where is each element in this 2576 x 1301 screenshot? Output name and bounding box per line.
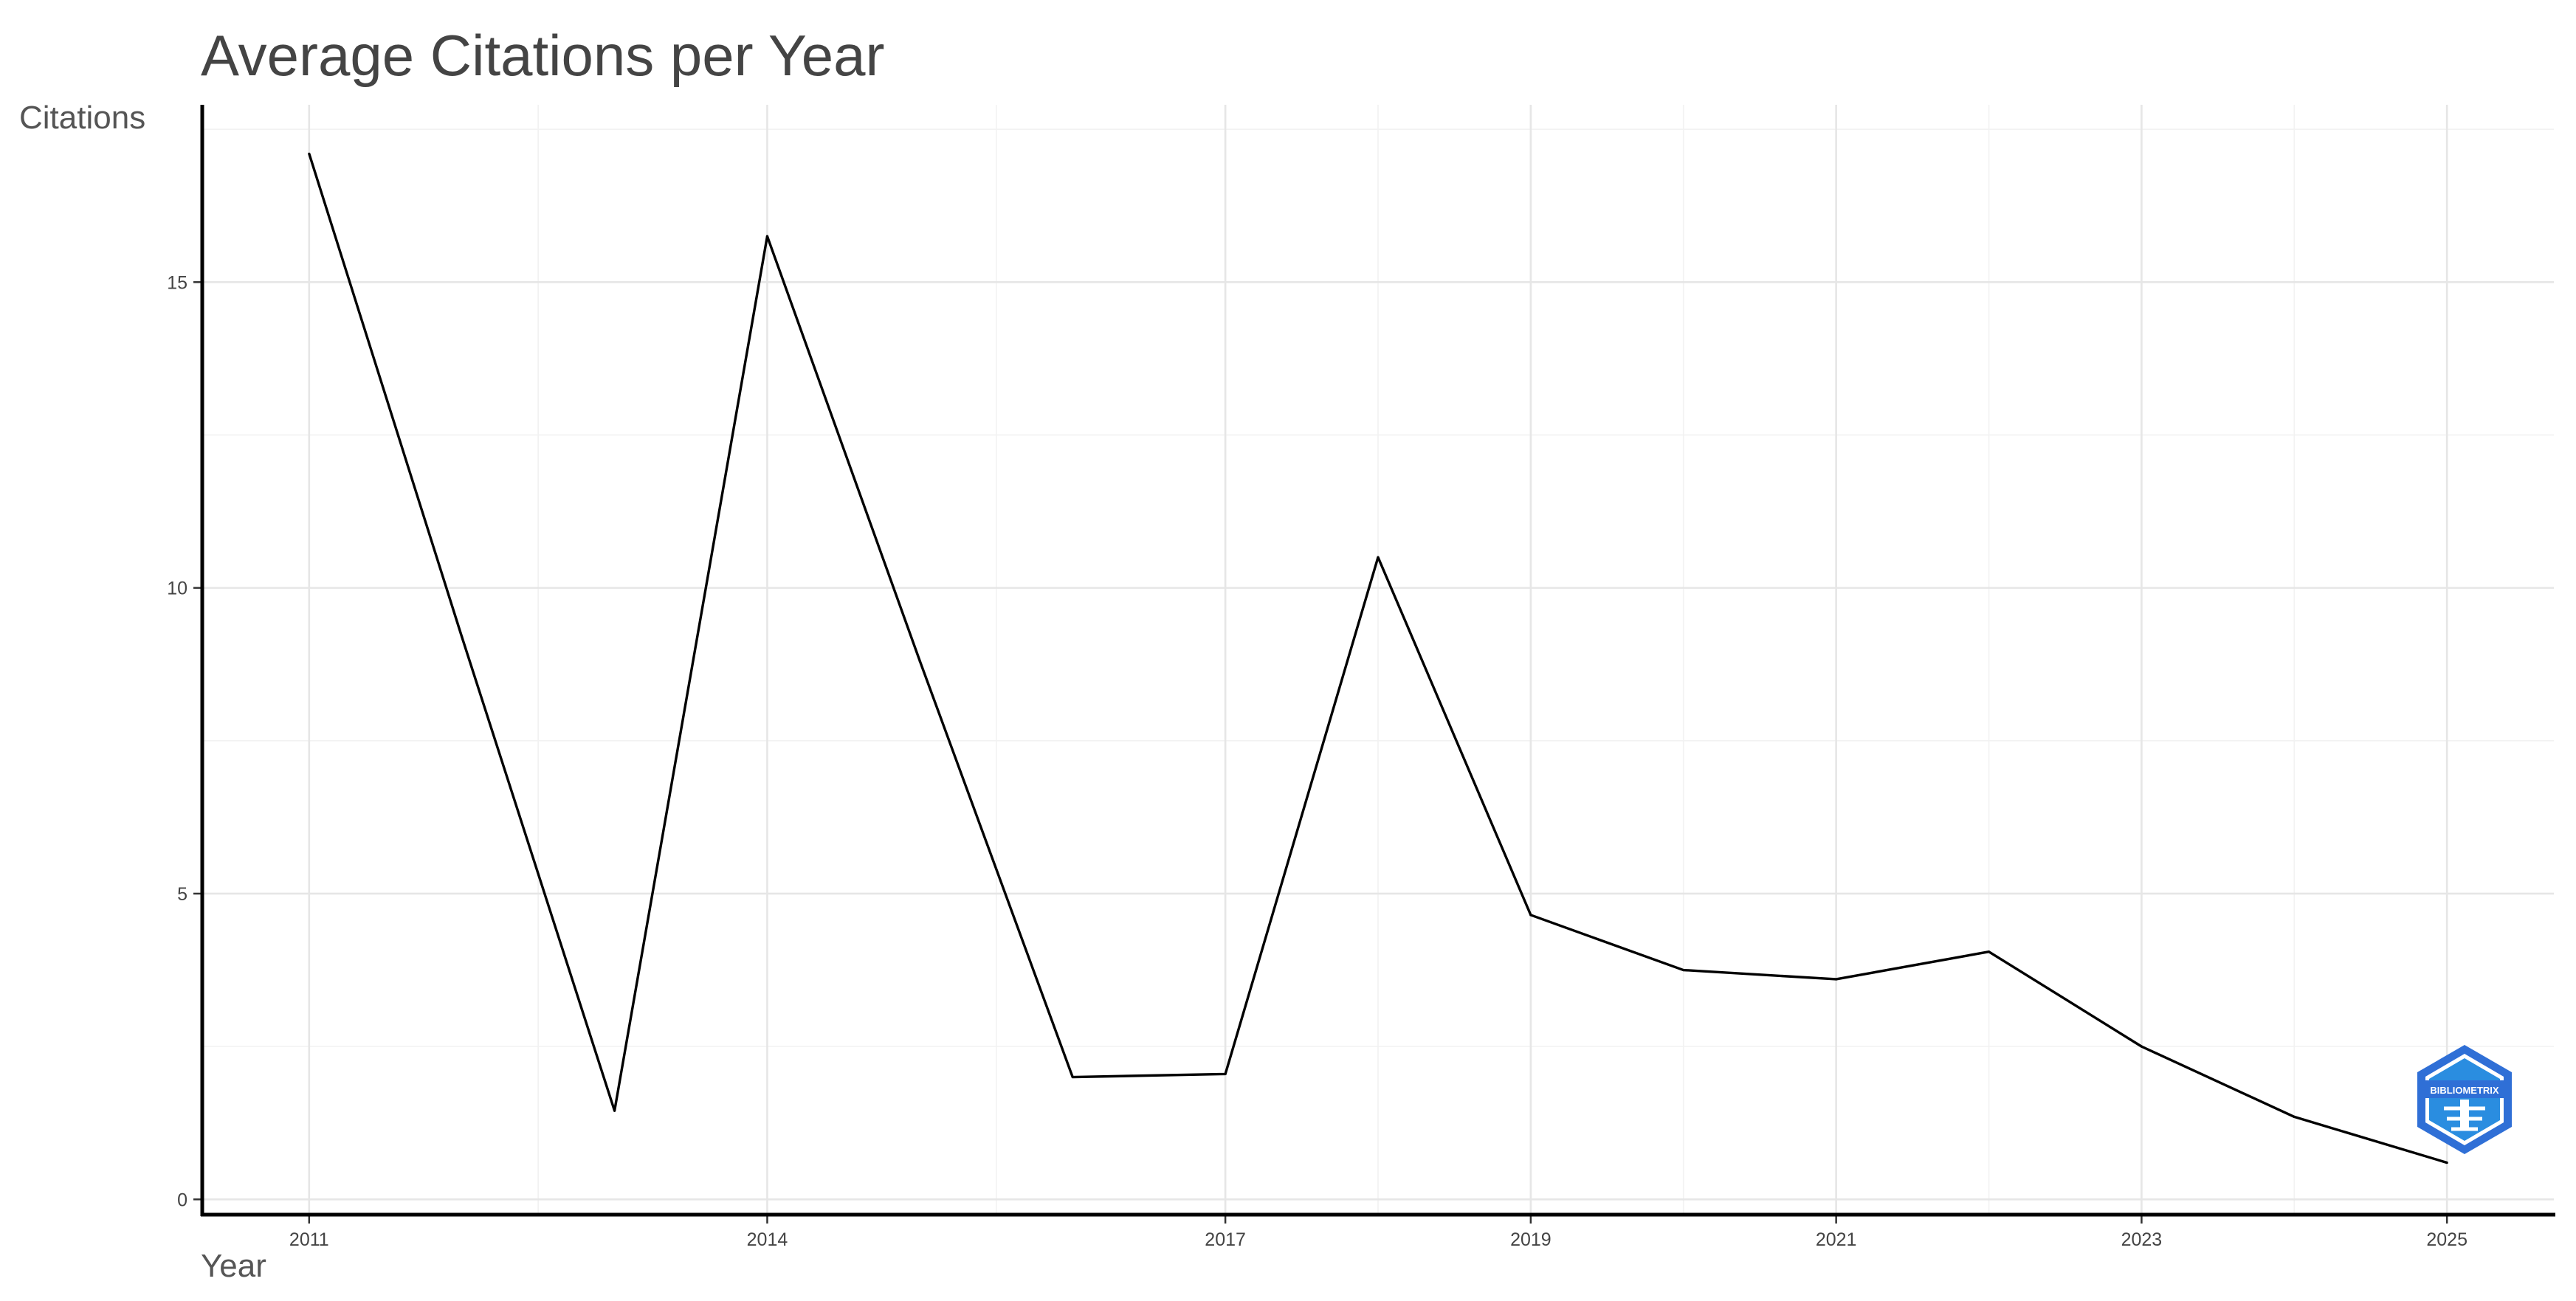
gridlines bbox=[202, 105, 2554, 1215]
data-point bbox=[1224, 1072, 1227, 1076]
data-point bbox=[308, 152, 311, 155]
data-point bbox=[2293, 1115, 2296, 1119]
y-tick-label: 5 bbox=[177, 884, 187, 905]
data-point bbox=[765, 235, 769, 238]
data-point bbox=[1377, 556, 1380, 559]
y-tick-label: 0 bbox=[177, 1190, 187, 1210]
series-layer bbox=[308, 152, 2448, 1164]
x-tick-label: 2014 bbox=[747, 1229, 788, 1250]
bibliometrix-logo: BIBLIOMETRIX bbox=[2417, 1045, 2512, 1154]
y-tick-label: 10 bbox=[167, 579, 187, 599]
x-axis-title: Year bbox=[201, 1248, 266, 1284]
logo-banner bbox=[2420, 1080, 2509, 1098]
x-tick-label: 2023 bbox=[2121, 1229, 2163, 1250]
axis-ticks: 2011 2014 2017 2019 2021 2023 2025 0 5 10 15 bbox=[167, 272, 2467, 1250]
x-tick-label: 2017 bbox=[1205, 1229, 1246, 1250]
x-tick-label: 2019 bbox=[1510, 1229, 1552, 1250]
x-tick-label: 2021 bbox=[1816, 1229, 1857, 1250]
data-point bbox=[918, 660, 921, 663]
x-tick-label: 2025 bbox=[2426, 1229, 2467, 1250]
data-point bbox=[1682, 968, 1685, 972]
data-point bbox=[1987, 950, 1991, 953]
data-point bbox=[461, 635, 464, 638]
x-tick-label: 2011 bbox=[289, 1229, 329, 1250]
logo-tower bbox=[2460, 1100, 2469, 1129]
data-point bbox=[1071, 1075, 1074, 1079]
data-point bbox=[1529, 914, 1532, 917]
y-axis-title: Citations bbox=[19, 100, 145, 136]
data-point bbox=[2140, 1045, 2143, 1048]
logo-text: BIBLIOMETRIX bbox=[2430, 1085, 2498, 1096]
chart-title: Average Citations per Year bbox=[201, 23, 885, 88]
data-point bbox=[1835, 978, 1838, 981]
y-tick-label: 15 bbox=[167, 272, 187, 293]
data-point bbox=[613, 1109, 616, 1112]
data-point bbox=[2445, 1161, 2448, 1164]
